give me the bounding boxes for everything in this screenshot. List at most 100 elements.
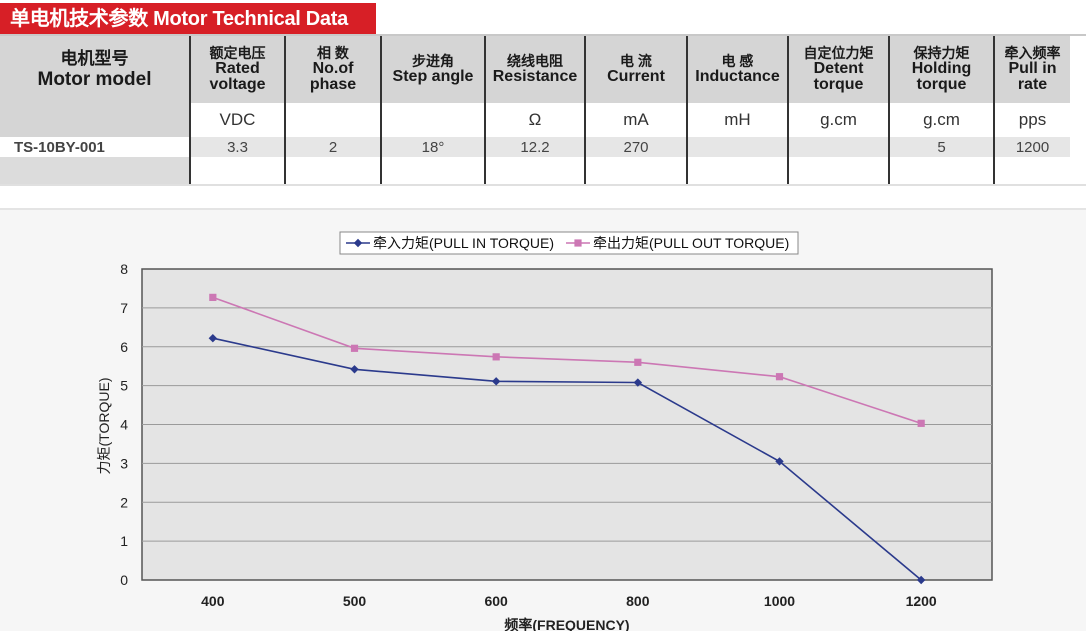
data-point-marker	[209, 293, 217, 301]
data-point-marker	[775, 457, 784, 466]
x-tick-label: 400	[201, 593, 225, 609]
header-en1: Detent	[813, 60, 864, 77]
title-divider	[0, 34, 1086, 36]
header-cn: 电 感	[721, 53, 754, 69]
table-cell	[993, 157, 1070, 184]
x-tick-label: 1000	[764, 593, 795, 609]
y-tick-label: 7	[120, 300, 128, 316]
table-units-row: VDC Ω mA mH g.cm g.cm pps	[0, 103, 1070, 137]
header-holding-torque: 保持力矩 Holding torque	[888, 36, 994, 103]
series-line	[212, 296, 922, 425]
unit-cell: VDC	[189, 103, 285, 137]
data-point-marker	[775, 373, 784, 381]
x-tick-labels: 400 500 600 800 1000 1200	[201, 593, 937, 609]
model-header-en: Motor model	[37, 68, 152, 90]
torque-frequency-chart: 0 1 2 3 4 5 6 7 8 400 500 600 800 1000 1200 牵入力矩(PULL…	[96, 231, 993, 633]
y-tick-label: 6	[120, 339, 128, 355]
y-tick-label: 0	[120, 572, 128, 588]
y-tick-labels: 0 1 2 3 4 5 6 7 8	[120, 261, 128, 588]
gridlines	[142, 307, 992, 542]
data-point-marker	[492, 353, 500, 361]
header-phase: 相 数 No.of phase	[284, 36, 381, 103]
table-cell	[189, 157, 285, 184]
header-en2: phase	[309, 76, 357, 93]
y-tick-label: 4	[120, 417, 128, 433]
table-row-empty	[0, 157, 1070, 184]
header-current: 电 流 Current	[584, 36, 687, 103]
header-step-angle: 步进角 Step angle	[380, 36, 485, 103]
table-cell	[888, 157, 994, 184]
y-tick-label: 1	[120, 533, 128, 549]
unit-cell: mH	[686, 103, 788, 137]
model-cell: TS-10BY-001	[0, 137, 190, 157]
units-blank	[0, 103, 190, 137]
data-point-marker	[633, 378, 643, 387]
data-point-marker	[574, 239, 582, 247]
series-group	[208, 293, 926, 585]
table-cell: 18°	[380, 137, 485, 157]
y-tick-label: 2	[120, 494, 128, 510]
unit-cell: g.cm	[787, 103, 889, 137]
data-point-marker	[634, 358, 642, 366]
chart-panel: 0 1 2 3 4 5 6 7 8 400 500 600 800 1000 1200 牵入力矩(PULL…	[0, 210, 1086, 633]
header-resistance: 绕线电阻 Resistance	[484, 36, 585, 103]
data-point-marker	[350, 344, 359, 352]
model-header: 电机型号 Motor model	[0, 36, 190, 103]
header-cn: 绕线电阻	[507, 53, 563, 69]
table-cell: 270	[584, 137, 687, 157]
table-cell	[787, 137, 889, 157]
header-cn: 电 流	[620, 53, 652, 69]
header-inductance: 电 感 Inductance	[686, 36, 788, 103]
data-point-marker	[916, 575, 926, 585]
table-cell: 1200	[993, 137, 1070, 157]
data-point-marker	[208, 333, 218, 343]
legend-entry: 牵出力矩(PULL OUT TORQUE)	[593, 235, 789, 251]
page-title: 单电机技术参数 Motor Technical Data	[0, 3, 376, 36]
header-rated-voltage: 额定电压 Rated voltage	[189, 36, 285, 103]
header-detent-torque: 自定位力矩 Detent torque	[787, 36, 889, 103]
table-cell	[686, 137, 788, 157]
y-axis-label: 力矩(TORQUE)	[96, 378, 112, 475]
y-tick-label: 8	[120, 261, 128, 277]
header-cn: 自定位力矩	[803, 45, 874, 61]
table-cell	[0, 157, 190, 184]
table-bottom-divider	[0, 184, 1086, 186]
header-en1: Holding	[911, 60, 972, 77]
table-cell	[380, 157, 485, 184]
x-tick-label: 1200	[906, 593, 937, 609]
data-point-marker	[350, 365, 359, 374]
table-cell	[584, 157, 687, 184]
header-en1: Rated	[215, 60, 260, 77]
data-point-marker	[491, 377, 501, 386]
table-cell: 12.2	[484, 137, 585, 157]
header-en1: Step angle	[392, 68, 474, 85]
unit-cell	[380, 103, 485, 137]
table-cell	[686, 157, 788, 184]
table-cell: 5	[888, 137, 994, 157]
legend: 牵入力矩(PULL IN TORQUE) 牵出力矩(PULL OUT TORQUE…	[346, 235, 789, 251]
table-cell	[787, 157, 889, 184]
model-header-cn: 电机型号	[60, 48, 129, 68]
header-cn: 相 数	[317, 45, 349, 61]
x-tick-label: 500	[343, 593, 367, 609]
header-en1: No.of	[312, 60, 354, 77]
table-row: TS-10BY-001 3.3 2 18° 12.2 270 5 1200	[0, 137, 1070, 157]
y-tick-label: 3	[120, 455, 128, 471]
header-en2: voltage	[209, 76, 266, 93]
y-tick-label: 5	[120, 378, 128, 394]
table-cell	[284, 157, 381, 184]
header-cn: 牵入频率	[1004, 45, 1061, 61]
x-tick-label: 800	[626, 593, 650, 609]
header-cn: 步进角	[412, 53, 454, 69]
header-pull-in-rate: 牵入频率 Pull in rate	[993, 36, 1070, 103]
header-cn: 保持力矩	[913, 45, 970, 61]
table-cell: 2	[284, 137, 381, 157]
header-en1: Resistance	[492, 68, 578, 85]
header-cn: 额定电压	[209, 45, 266, 61]
x-axis-label: 频率(FREQUENCY)	[504, 617, 629, 631]
series-line	[212, 337, 922, 581]
table-cell: 3.3	[189, 137, 285, 157]
unit-cell: Ω	[484, 103, 585, 137]
header-en2: torque	[813, 76, 864, 93]
header-en1: Inductance	[695, 68, 780, 85]
